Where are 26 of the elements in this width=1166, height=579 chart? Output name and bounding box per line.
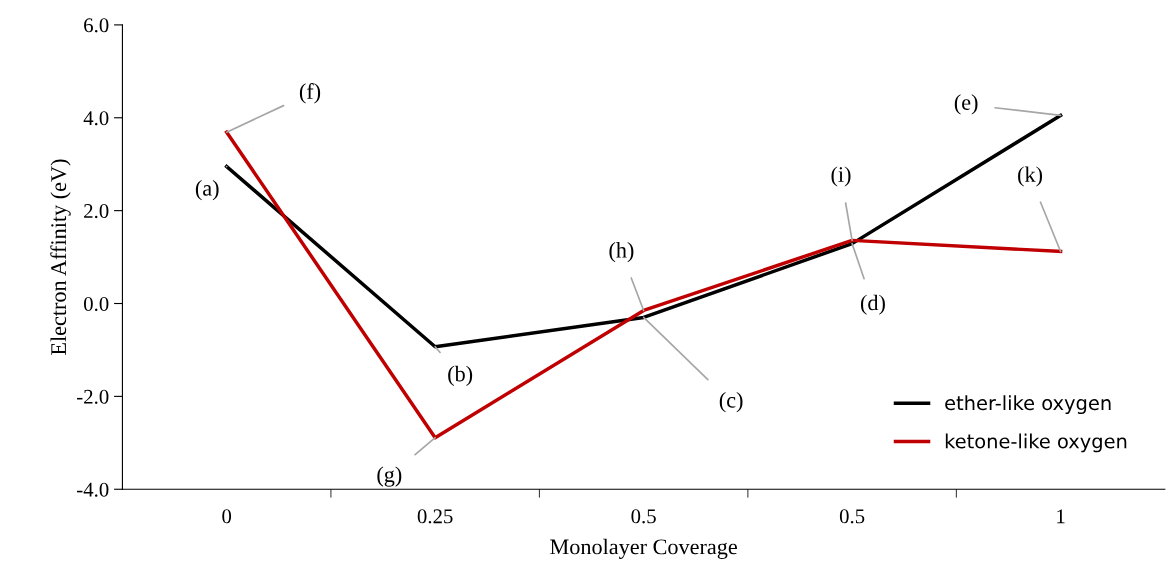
line-series (224, 113, 1063, 349)
annotation: (c) (719, 392, 743, 413)
legend-label: ketone-like oxygen (945, 433, 1127, 453)
x-axis-title: Monolayer Coverage (550, 538, 737, 559)
annotation: (d) (860, 294, 885, 315)
y-tick-label: 4.0 (83, 111, 109, 126)
y-axis-title: Electron Affinity (eV) (50, 159, 71, 355)
x-tick-label: 0.5 (631, 509, 656, 524)
annotation: (b) (448, 365, 473, 386)
x-tick-label: 0.25 (417, 509, 453, 524)
annotation: (g) (377, 466, 402, 487)
annotation: (f) (299, 83, 321, 104)
y-tick-label: 2.0 (84, 204, 109, 219)
y-tick-label: 0.0 (83, 296, 109, 312)
y-tick-label: 6.0 (84, 18, 109, 33)
y-tick-label: -2.0 (77, 389, 109, 404)
x-tick-label: 0.5 (839, 509, 865, 524)
annotation: (k) (1018, 166, 1043, 187)
annotation: (i) (831, 166, 851, 187)
y-tick-label: -4.0 (77, 482, 109, 497)
annotation: (a) (195, 180, 219, 201)
x-tick-label: 0 (222, 509, 232, 524)
x-tick-label: 1 (1057, 509, 1065, 524)
legend-label: ether-like oxygen (945, 395, 1111, 415)
annotation: (h) (609, 242, 634, 263)
annotation: (e) (954, 94, 978, 115)
